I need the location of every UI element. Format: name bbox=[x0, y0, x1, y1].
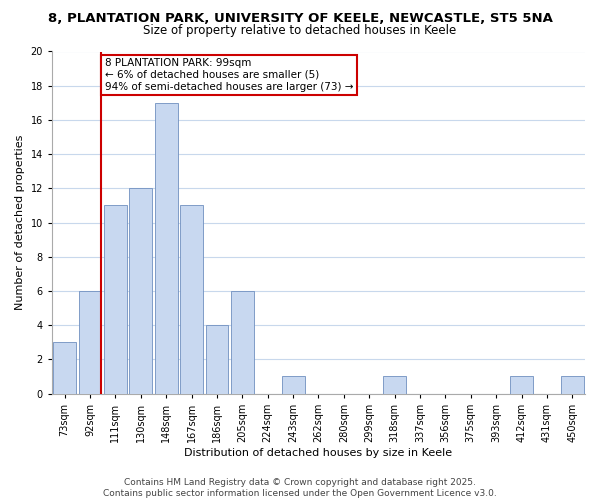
Bar bbox=[155, 103, 178, 394]
Text: 8 PLANTATION PARK: 99sqm
← 6% of detached houses are smaller (5)
94% of semi-det: 8 PLANTATION PARK: 99sqm ← 6% of detache… bbox=[104, 58, 353, 92]
Bar bbox=[180, 206, 203, 394]
Y-axis label: Number of detached properties: Number of detached properties bbox=[15, 135, 25, 310]
X-axis label: Distribution of detached houses by size in Keele: Distribution of detached houses by size … bbox=[184, 448, 452, 458]
Text: Size of property relative to detached houses in Keele: Size of property relative to detached ho… bbox=[143, 24, 457, 37]
Bar bbox=[281, 376, 305, 394]
Text: Contains HM Land Registry data © Crown copyright and database right 2025.
Contai: Contains HM Land Registry data © Crown c… bbox=[103, 478, 497, 498]
Text: 8, PLANTATION PARK, UNIVERSITY OF KEELE, NEWCASTLE, ST5 5NA: 8, PLANTATION PARK, UNIVERSITY OF KEELE,… bbox=[47, 12, 553, 26]
Bar bbox=[383, 376, 406, 394]
Bar bbox=[53, 342, 76, 394]
Bar bbox=[510, 376, 533, 394]
Bar bbox=[130, 188, 152, 394]
Bar bbox=[79, 291, 101, 394]
Bar bbox=[206, 325, 229, 394]
Bar bbox=[231, 291, 254, 394]
Bar bbox=[561, 376, 584, 394]
Bar bbox=[104, 206, 127, 394]
